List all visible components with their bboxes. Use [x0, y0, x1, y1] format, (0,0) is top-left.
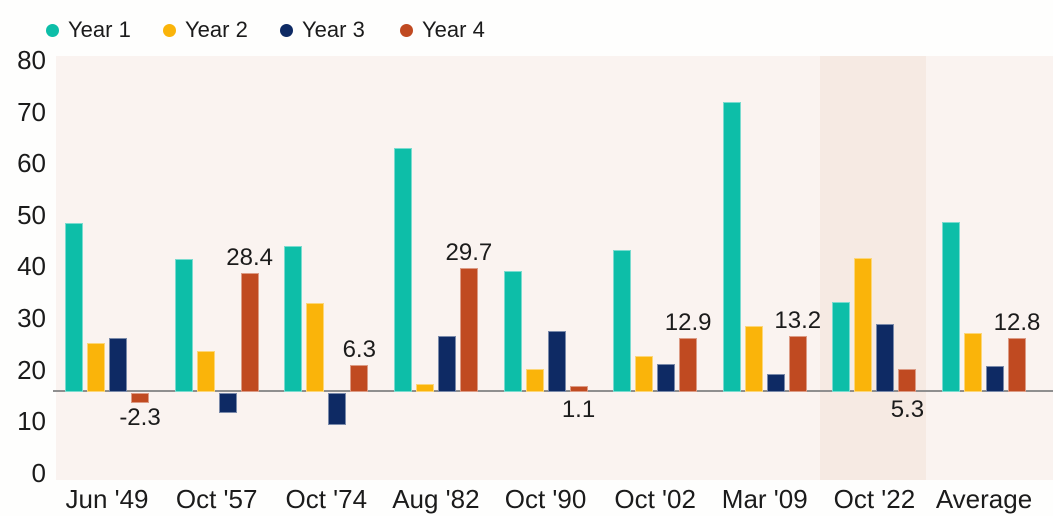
- x-axis-label-average: Average: [935, 484, 1033, 514]
- legend-item-year-2: Year 2: [163, 14, 248, 46]
- legend-label: Year 3: [302, 17, 365, 42]
- bar-year-2-oct-22: [854, 258, 873, 392]
- legend-dot-year-1: [46, 23, 59, 37]
- bar-year-3-oct-57: [218, 393, 237, 413]
- bar-year-1-mar-09: [722, 102, 741, 392]
- y-axis-tick-label: 80: [17, 45, 46, 75]
- bar-year-3-aug-82: [437, 335, 456, 392]
- bar-year-2-oct-57: [196, 350, 215, 392]
- data-label-year-4-oct-57: 28.4: [226, 244, 273, 272]
- bar-year-2-oct-02: [635, 355, 654, 392]
- bar-year-4-oct-90: [569, 386, 588, 392]
- bar-year-2-oct-74: [306, 302, 325, 392]
- bar-year-1-oct-22: [832, 302, 851, 392]
- bar-year-1-oct-57: [174, 259, 193, 392]
- chart-legend: Year 1 Year 2 Year 3 Year 4: [0, 14, 1053, 46]
- y-axis-tick-label: 20: [17, 354, 46, 385]
- data-label-year-4-oct-02: 12.9: [664, 308, 712, 336]
- bar-year-2-jun-49: [87, 343, 105, 392]
- bar-year-1-oct-02: [613, 249, 632, 392]
- bar-year-4-oct-22: [898, 369, 917, 392]
- y-axis-tick-label: 70: [17, 96, 46, 127]
- bar-year-1-oct-90: [503, 271, 522, 392]
- bar-year-2-aug-82: [415, 384, 434, 392]
- legend-dot-year-3: [280, 23, 293, 37]
- x-axis-label-oct-22: Oct '22: [833, 484, 916, 514]
- legend-label: Year 1: [68, 17, 131, 42]
- x-axis-label-oct-90: Oct '90: [504, 484, 587, 514]
- legend-item-year-3: Year 3: [280, 14, 365, 46]
- data-label-year-4-oct-22: 5.3: [890, 396, 925, 423]
- data-label-year-4-aug-82: 29.7: [445, 239, 493, 267]
- bar-year-3-oct-90: [547, 331, 566, 392]
- legend-dot-year-2: [163, 23, 176, 37]
- bar-year-3-jun-49: [109, 338, 127, 392]
- bar-year-3-oct-22: [876, 323, 895, 392]
- x-axis-label-oct-74: Oct '74: [285, 484, 368, 514]
- legend-label: Year 4: [422, 17, 485, 42]
- y-axis-tick-label: 40: [17, 251, 46, 282]
- bar-year-4-oct-02: [679, 337, 698, 392]
- bar-year-1-jun-49: [65, 223, 83, 392]
- y-axis-tick-label: 60: [17, 148, 46, 179]
- y-axis-tick-label: 50: [17, 199, 46, 230]
- x-axis-label-jun-49: Jun '49: [65, 484, 149, 514]
- x-axis-label-oct-02: Oct '02: [614, 484, 696, 514]
- data-label-year-4-oct-74: 6.3: [342, 335, 376, 363]
- bar-year-4-mar-09: [788, 336, 807, 392]
- bar-year-2-average: [964, 333, 982, 392]
- legend-dot-year-4: [400, 23, 413, 37]
- legend-item-year-1: Year 1: [46, 14, 131, 46]
- bar-year-1-oct-74: [284, 246, 303, 392]
- bar-year-2-oct-90: [525, 369, 544, 392]
- legend-label: Year 2: [185, 17, 248, 42]
- bar-year-3-oct-02: [657, 364, 676, 392]
- data-label-year-4-average: 12.8: [993, 309, 1041, 337]
- x-axis-label-oct-57: Oct '57: [175, 484, 258, 514]
- bar-year-4-oct-74: [350, 364, 369, 392]
- data-label-year-4-mar-09: 13.2: [774, 307, 822, 335]
- x-axis-label-mar-09: Mar '09: [721, 484, 808, 514]
- highlight-band-oct-22: [820, 56, 926, 480]
- bar-year-4-jun-49: [131, 393, 149, 403]
- bar-year-3-mar-09: [766, 374, 785, 392]
- bar-year-2-mar-09: [744, 326, 763, 392]
- bar-year-3-average: [986, 366, 1004, 392]
- legend-item-year-4: Year 4: [400, 14, 485, 46]
- bar-year-4-oct-57: [240, 273, 259, 392]
- y-axis-tick-label: 30: [17, 303, 46, 333]
- data-label-year-4-jun-49: -2.3: [119, 403, 161, 431]
- bar-year-3-oct-74: [328, 393, 347, 425]
- y-axis-tick-label: 10: [17, 406, 46, 437]
- y-axis-tick-label: 0: [31, 457, 46, 488]
- bar-year-4-average: [1008, 338, 1026, 392]
- bar-year-4-aug-82: [459, 268, 478, 392]
- bar-year-1-aug-82: [393, 148, 412, 392]
- bar-year-1-average: [942, 222, 960, 392]
- data-label-year-4-oct-90: 1.1: [561, 396, 596, 423]
- x-axis-label-aug-82: Aug '82: [392, 484, 480, 514]
